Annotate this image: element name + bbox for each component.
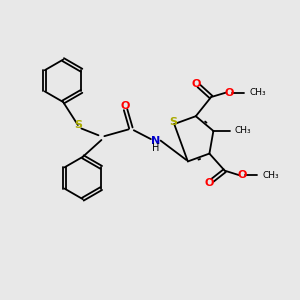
Text: S: S <box>74 120 82 130</box>
Text: O: O <box>238 170 247 180</box>
Text: CH₃: CH₃ <box>262 171 279 180</box>
Text: O: O <box>191 79 200 89</box>
Text: N: N <box>151 136 160 146</box>
Text: O: O <box>205 178 214 188</box>
Text: CH₃: CH₃ <box>235 127 251 136</box>
Text: CH₃: CH₃ <box>249 88 266 97</box>
Text: H: H <box>152 143 160 153</box>
Text: S: S <box>169 117 178 127</box>
Text: O: O <box>120 101 130 111</box>
Text: O: O <box>225 88 234 98</box>
